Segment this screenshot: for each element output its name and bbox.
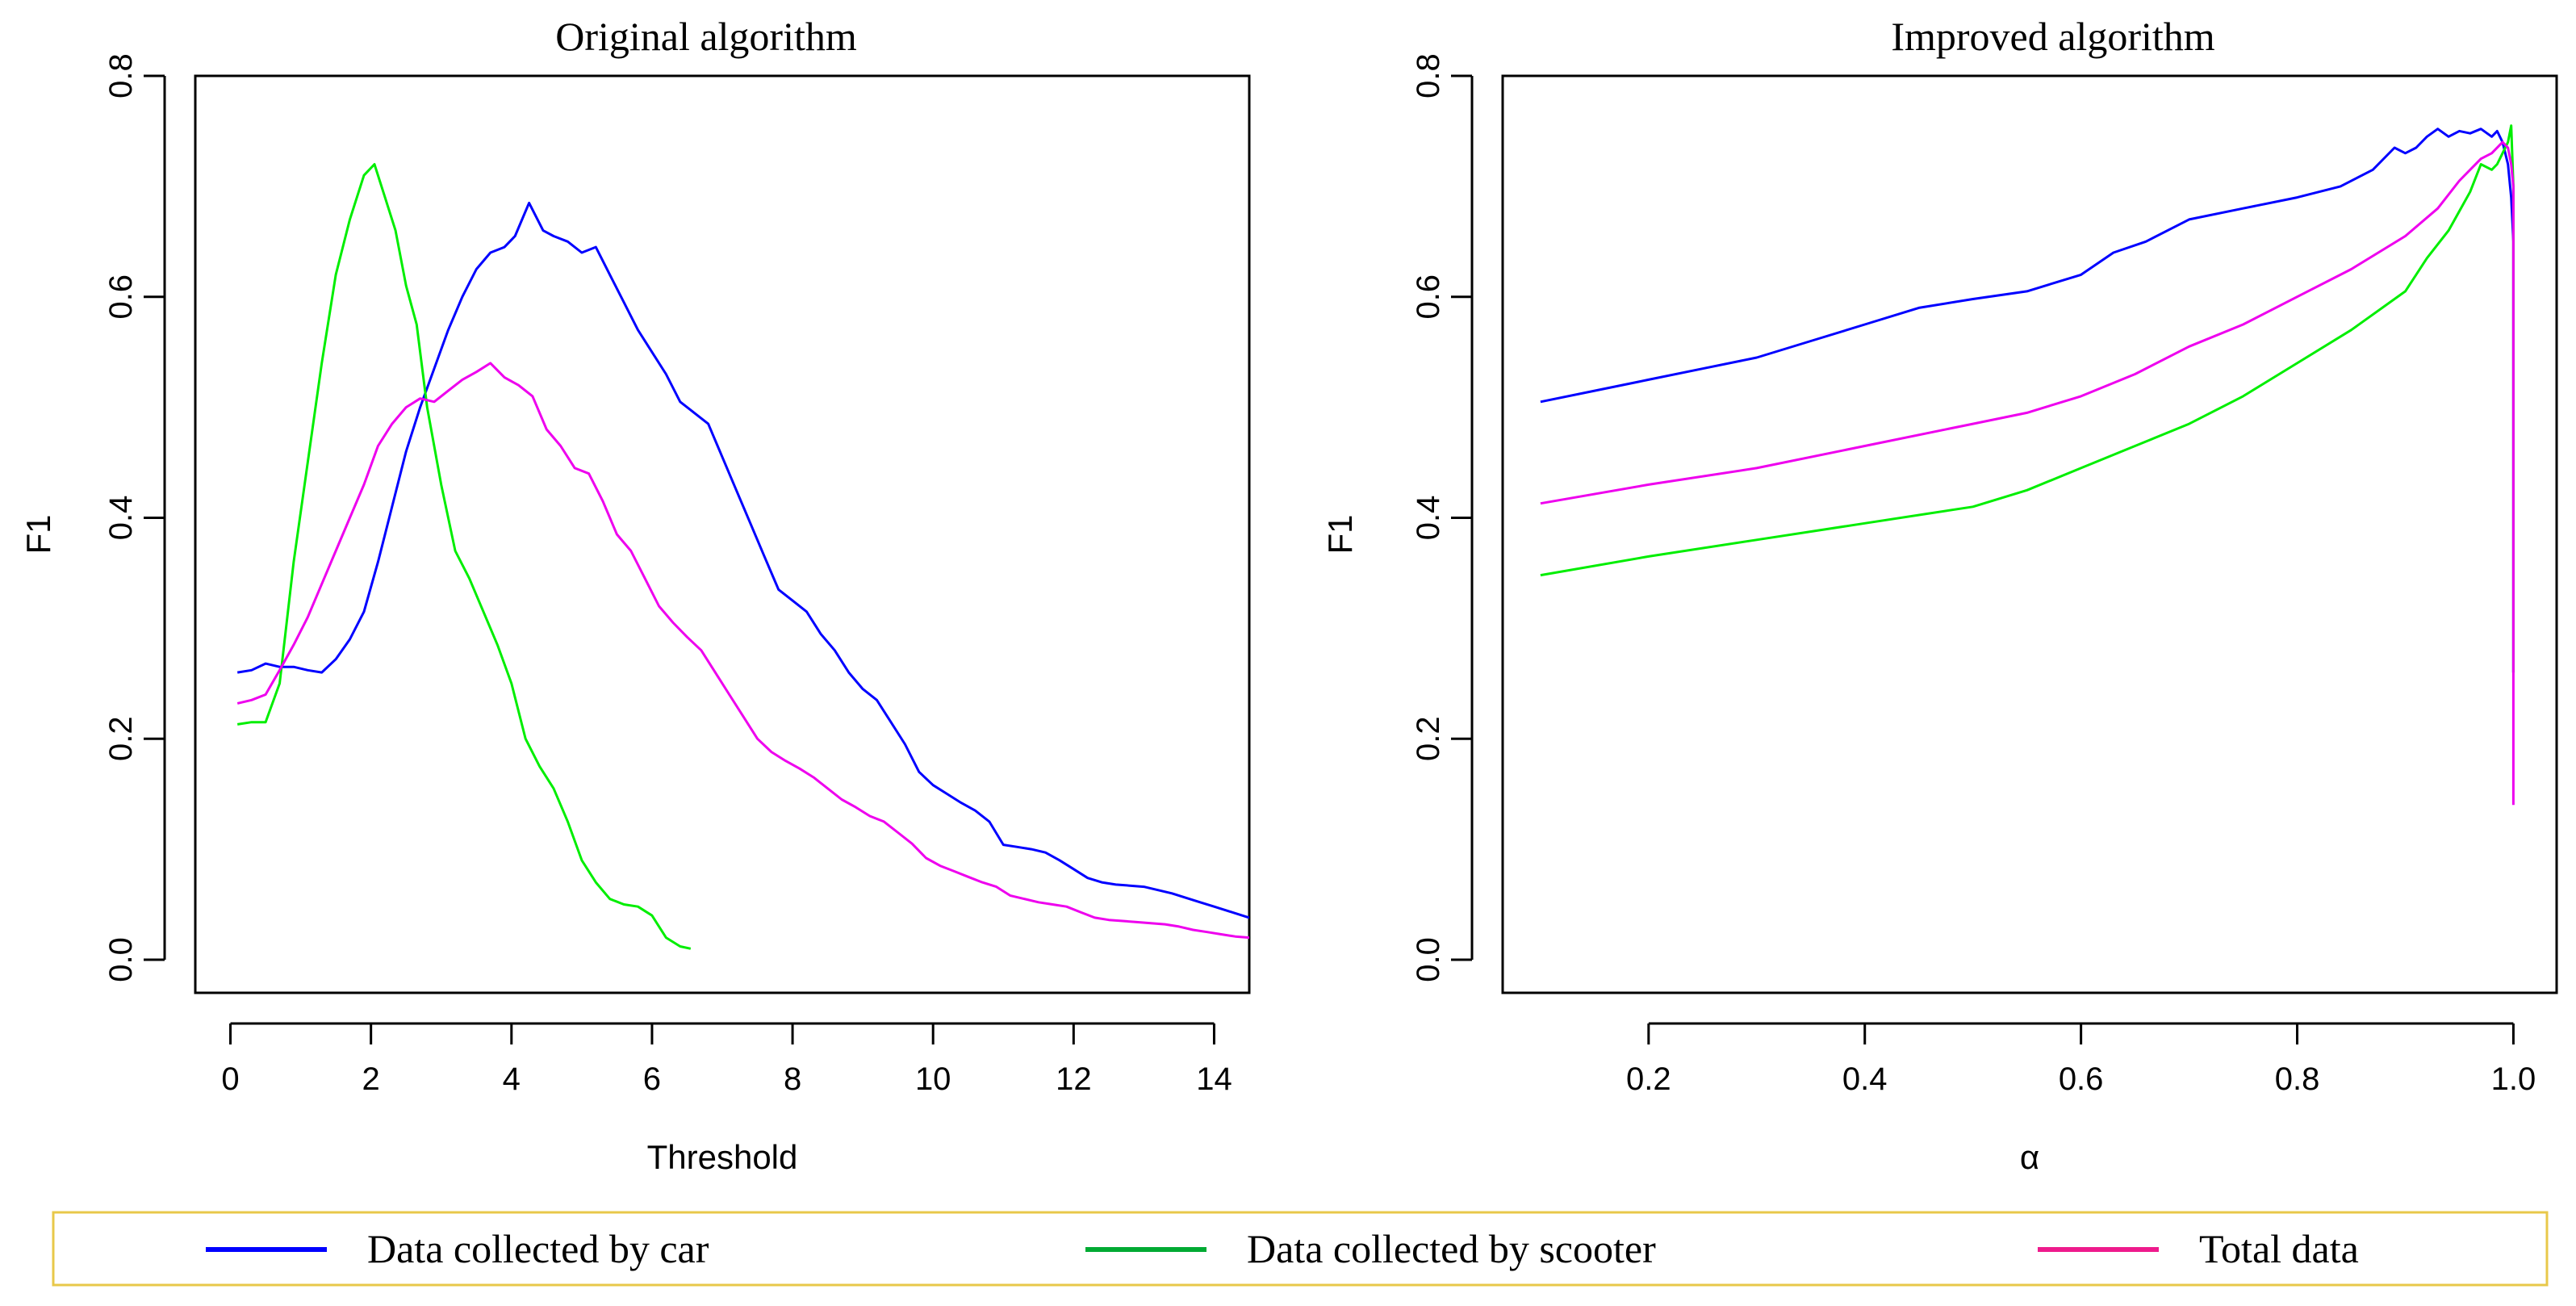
- y-tick-label-improved: 0.8: [1411, 53, 1446, 98]
- panel-original-algorithm: Original algorithm Threshold F1 0 2 4 6 8 10 1…: [19, 14, 1251, 1176]
- legend-label-total: Total data: [2199, 1226, 2359, 1271]
- x-tick-label-original: 10: [915, 1061, 951, 1097]
- panel-improved-algorithm: Improved algorithm α F1 0.2 0.4 0.6 0.8 1.0 …: [1321, 14, 2558, 1176]
- series-line-car-original: [236, 201, 1249, 919]
- plot-frame-original: [194, 74, 1251, 994]
- x-tick-label-improved: 0.4: [1842, 1061, 1888, 1097]
- x-tick-label-original: 2: [362, 1061, 380, 1097]
- y-tick-label-improved: 0.4: [1411, 496, 1446, 541]
- x-axis-label-improved: α: [2020, 1138, 2039, 1176]
- x-tick-label-original: 0: [221, 1061, 239, 1097]
- y-axis-label-improved: F1: [1321, 514, 1359, 554]
- y-tick-label-improved: 0.0: [1411, 937, 1446, 982]
- y-tick-label-original: 0.6: [103, 274, 139, 320]
- x-axis-original: 0 2 4 6 8 10 12 14: [221, 1022, 1232, 1097]
- series-line-scooter-improved: [1540, 124, 2515, 673]
- legend-label-car: Data collected by car: [367, 1226, 709, 1271]
- series-line-total-original: [236, 362, 1249, 940]
- x-axis-label-original: Threshold: [647, 1138, 798, 1176]
- x-tick-label-improved: 0.2: [1626, 1061, 1671, 1097]
- x-tick-label-original: 12: [1056, 1061, 1092, 1097]
- series-group-original: [236, 163, 1249, 950]
- x-tick-label-original: 6: [643, 1061, 661, 1097]
- plot-frame-improved: [1501, 74, 2558, 994]
- y-tick-label-improved: 0.6: [1411, 274, 1446, 320]
- y-tick-label-original: 0.2: [103, 716, 139, 761]
- y-tick-label-improved: 0.2: [1411, 716, 1446, 761]
- legend-label-scooter: Data collected by scooter: [1247, 1226, 1656, 1271]
- legend: Data collected by car Data collected by …: [52, 1211, 2549, 1287]
- y-tick-label-original: 0.4: [103, 496, 139, 541]
- y-axis-original: 0.0 0.2 0.4 0.6 0.8: [103, 53, 166, 982]
- x-tick-label-original: 4: [503, 1061, 521, 1097]
- y-axis-improved: 0.0 0.2 0.4 0.6 0.8: [1411, 53, 1474, 982]
- y-tick-label-original: 0.8: [103, 53, 139, 98]
- y-axis-label-original: F1: [19, 514, 57, 554]
- chart-title-improved: Improved algorithm: [1891, 14, 2214, 59]
- x-axis-improved: 0.2 0.4 0.6 0.8 1.0: [1626, 1022, 2536, 1097]
- x-tick-label-improved: 0.6: [2059, 1061, 2104, 1097]
- x-tick-label-improved: 1.0: [2491, 1061, 2536, 1097]
- y-tick-label-original: 0.0: [103, 937, 139, 982]
- x-tick-label-original: 8: [784, 1061, 801, 1097]
- series-line-total-improved: [1540, 140, 2515, 806]
- x-tick-label-improved: 0.8: [2275, 1061, 2320, 1097]
- series-line-car-improved: [1540, 128, 2515, 673]
- series-line-scooter-original: [236, 163, 692, 950]
- series-group-improved: [1540, 124, 2515, 806]
- chart-title-original: Original algorithm: [555, 14, 857, 59]
- x-tick-label-original: 14: [1196, 1061, 1232, 1097]
